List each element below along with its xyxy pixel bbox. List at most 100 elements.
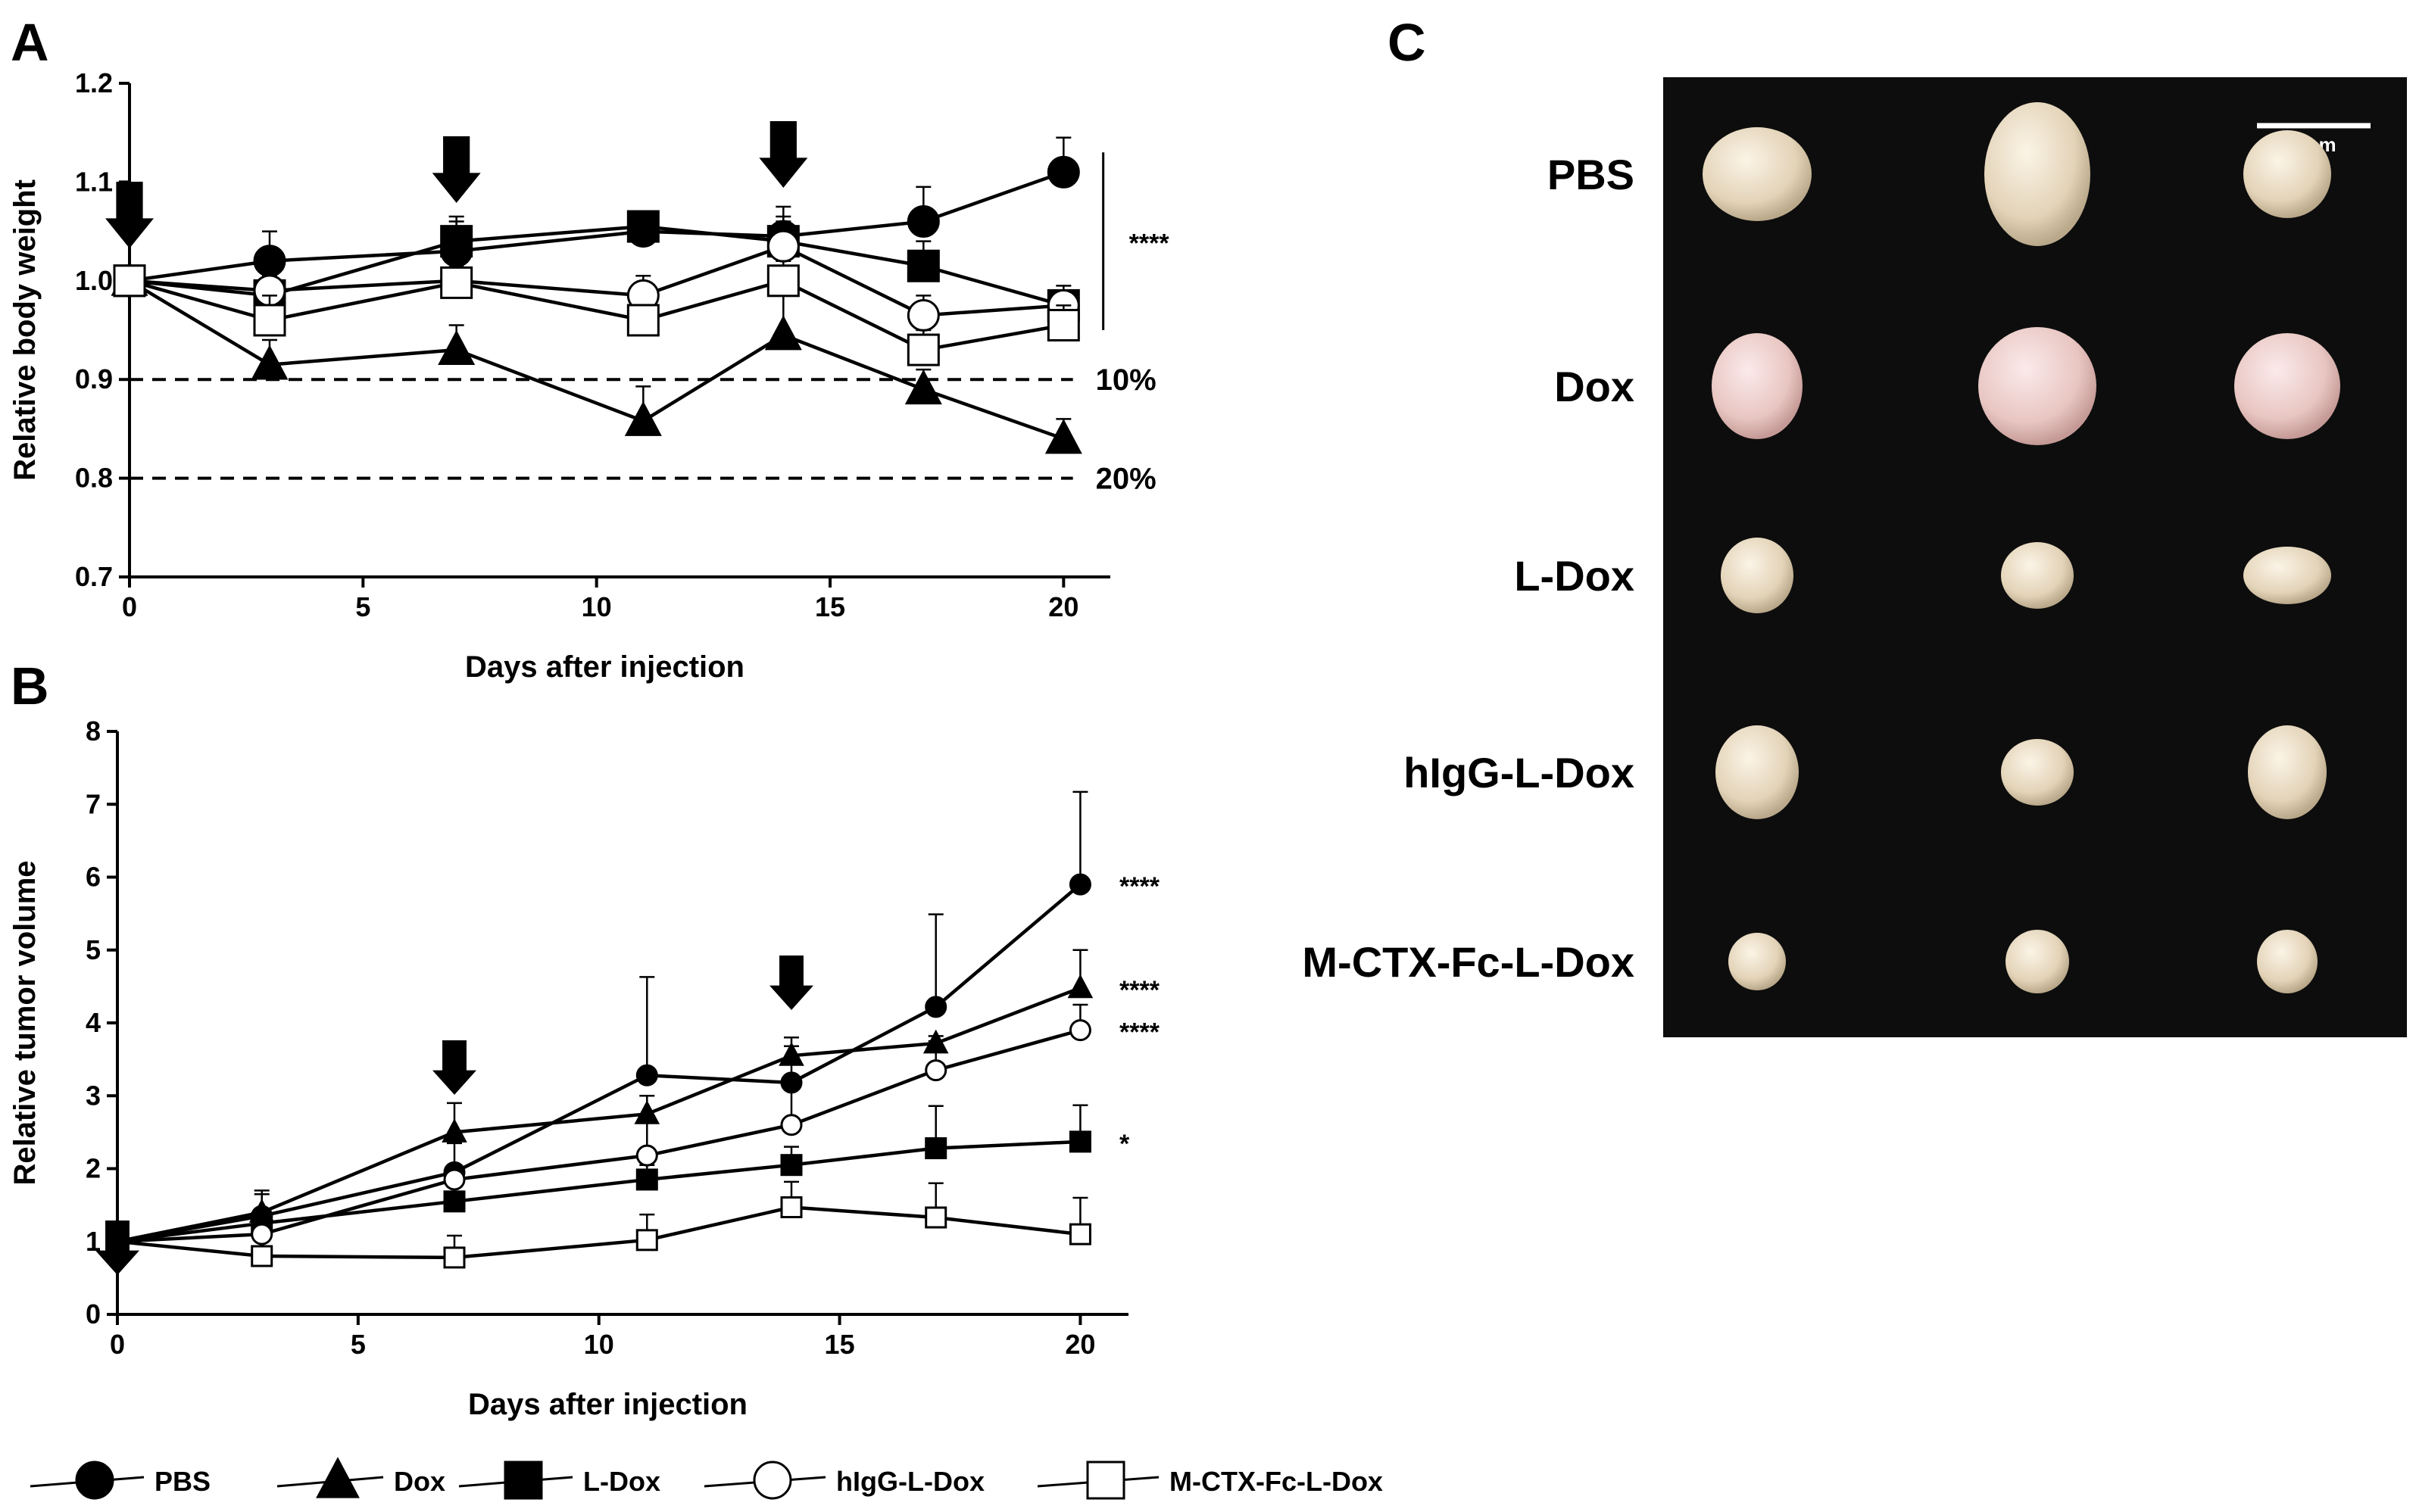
y-tick-label: 8 — [86, 715, 101, 747]
data-point — [907, 205, 940, 238]
x-tick-label: 5 — [351, 1329, 366, 1360]
y-tick-label: 0.9 — [75, 363, 113, 394]
data-point — [251, 1245, 273, 1267]
y-tick-label: 4 — [86, 1007, 101, 1038]
y-tick-label: 1.0 — [75, 265, 113, 296]
data-point — [925, 1137, 947, 1160]
data-point — [1069, 1130, 1091, 1153]
data-point — [626, 304, 660, 337]
y-axis-label: Relative tumor volume — [8, 860, 42, 1185]
data-point — [907, 333, 940, 366]
legend-marker — [316, 1457, 360, 1498]
tumor-sample — [2001, 739, 2074, 806]
legend-label: hIgG-L-Dox — [836, 1466, 985, 1497]
significance-label: **** — [1119, 976, 1160, 1005]
reference-line-label: 10% — [1096, 363, 1156, 397]
dose-arrow-icon — [769, 956, 813, 1010]
data-point — [443, 1246, 466, 1269]
y-tick-label: 0.8 — [75, 463, 113, 494]
data-point — [780, 1114, 803, 1136]
data-point — [443, 1190, 466, 1213]
tumor-sample — [1703, 127, 1812, 221]
x-axis-label: Days after injection — [465, 650, 744, 684]
data-point — [1044, 419, 1082, 454]
photo-row-label-m-ctx-fc-l-dox: M-CTX-Fc-L-Dox — [1302, 938, 1634, 986]
data-point — [766, 264, 800, 298]
panel-letter-a: A — [11, 13, 49, 72]
y-axis-label: Relative body weight — [8, 179, 42, 481]
data-point — [925, 1206, 947, 1229]
legend-label: M-CTX-Fc-L-Dox — [1169, 1466, 1383, 1497]
data-point — [907, 249, 940, 282]
data-point — [624, 401, 662, 436]
data-point — [251, 344, 289, 380]
y-tick-label: 0 — [86, 1298, 101, 1330]
legend-item-m-ctx-fc-l-dox: M-CTX-Fc-L-Dox — [1037, 1461, 1383, 1500]
data-point — [635, 1168, 658, 1191]
x-tick-label: 0 — [122, 591, 137, 622]
tumor-sample — [1712, 333, 1803, 439]
tumor-sample — [2248, 725, 2327, 819]
legend-marker — [504, 1461, 543, 1500]
data-point — [907, 298, 940, 332]
data-point — [113, 264, 146, 298]
x-tick-label: 0 — [110, 1329, 125, 1360]
y-tick-label: 1 — [86, 1226, 101, 1257]
legend-marker — [1086, 1461, 1125, 1500]
data-point — [440, 225, 473, 258]
data-point — [635, 1229, 658, 1252]
y-tick-label: 5 — [86, 934, 101, 965]
y-tick-label: 1.2 — [75, 67, 113, 98]
series-m-ctx-fc-l-dox — [113, 260, 1080, 366]
data-point — [1047, 308, 1080, 341]
photo-row-label-dox: Dox — [1554, 363, 1634, 410]
legend-label: Dox — [394, 1466, 445, 1497]
significance-label: **** — [1129, 229, 1170, 258]
tumor-sample — [1728, 933, 1786, 990]
photo-row-label-l-dox: L-Dox — [1514, 552, 1634, 600]
x-tick-label: 10 — [584, 1329, 614, 1360]
data-point — [253, 304, 286, 337]
data-point — [1047, 155, 1080, 189]
data-point — [779, 1042, 804, 1066]
dose-arrow-icon — [759, 121, 808, 188]
data-point — [634, 1100, 660, 1124]
dose-arrow-icon — [95, 1221, 139, 1275]
data-point — [438, 329, 476, 365]
panel-letter-c: C — [1387, 13, 1426, 72]
tumor-sample — [2257, 930, 2318, 993]
tumor-sample — [1984, 102, 2090, 246]
data-point — [925, 996, 947, 1018]
legend-label: L-Dox — [583, 1466, 660, 1497]
significance-label: **** — [1119, 872, 1160, 901]
legend: PBS Dox L-Dox hIgG-L-Dox M-CTX-Fc-L-Dox — [30, 1457, 1383, 1500]
dose-arrow-icon — [432, 1040, 476, 1095]
photo-row-label-pbs: PBS — [1547, 151, 1634, 198]
data-point — [1067, 974, 1094, 999]
chart-a-body-weight: 0.7 0.8 0.9 1.0 1.1 1.2 0 5 10 15 20 Days after inj… — [8, 67, 1169, 684]
dose-arrow-icon — [432, 136, 481, 203]
dose-arrow-icon — [105, 182, 154, 248]
data-point — [635, 1144, 658, 1167]
tumor-sample — [2243, 547, 2331, 604]
x-axis-label: Days after injection — [468, 1388, 748, 1421]
data-point — [780, 1154, 803, 1177]
tumor-sample — [2001, 542, 2074, 609]
tumor-sample — [1721, 538, 1793, 613]
legend-item-l-dox: L-Dox — [458, 1461, 660, 1500]
y-tick-label: 2 — [86, 1153, 101, 1184]
significance-label: * — [1119, 1130, 1130, 1158]
x-tick-label: 10 — [582, 591, 612, 622]
data-point — [1069, 873, 1091, 896]
data-point — [1069, 1223, 1091, 1245]
legend-item-dox: Dox — [276, 1457, 445, 1498]
tumor-sample — [1978, 327, 2096, 445]
tumor-sample — [2243, 130, 2331, 218]
panel-letter-b: B — [11, 656, 49, 715]
legend-label: PBS — [155, 1466, 211, 1497]
photo-row-label-higg-l-dox: hIgG-L-Dox — [1403, 749, 1634, 797]
data-point — [251, 1223, 273, 1245]
data-point — [443, 1168, 466, 1191]
